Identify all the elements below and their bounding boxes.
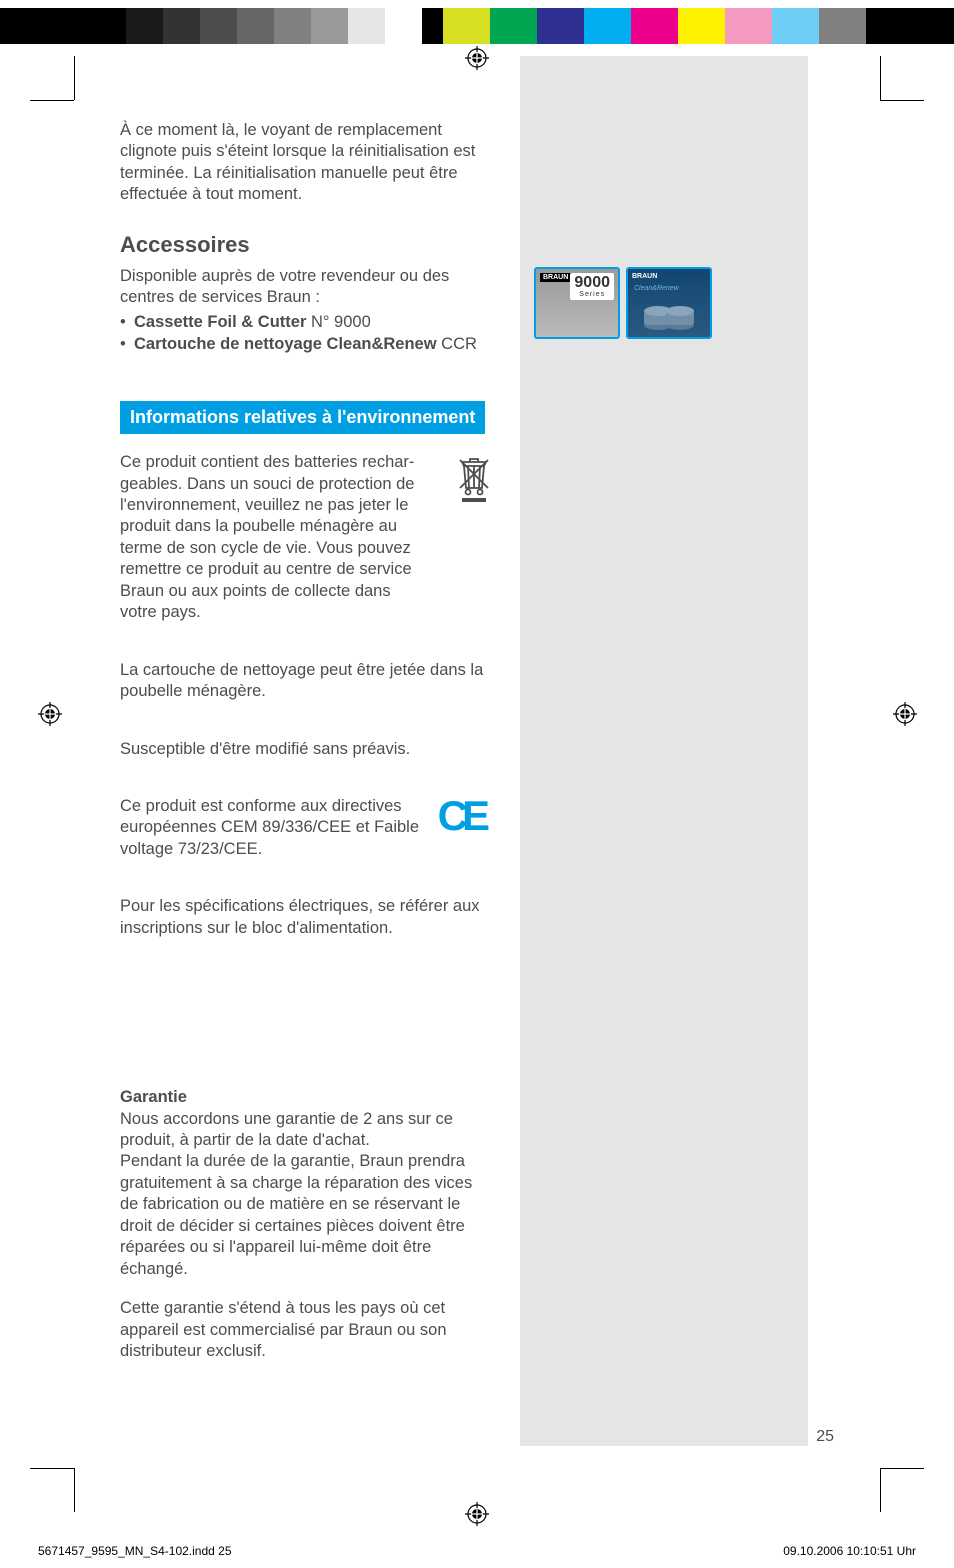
clean-renew-label: Clean&Renew — [634, 285, 679, 292]
footer-filename: 5671457_9595_MN_S4-102.indd 25 — [38, 1544, 232, 1558]
crop-mark — [30, 1468, 74, 1469]
accessory-item: Cassette Foil & Cutter N° 9000 — [120, 311, 494, 333]
brand-label: BRAUN — [540, 273, 571, 282]
page-content: BRAUN 9000 Series BRAUN Clean&Renew — [74, 56, 880, 1508]
environment-block: Ce produit contient des batteries rechar… — [120, 452, 494, 624]
garantie-section: Garantie Nous accordons une garantie de … — [120, 1087, 494, 1280]
product-box-foil-cutter: BRAUN 9000 Series — [534, 267, 620, 339]
ce-mark-icon: CE — [438, 792, 484, 840]
product-label: 9000 Series — [570, 273, 614, 300]
ce-block: Ce produit est conforme aux directives e… — [120, 796, 494, 860]
main-content: À ce moment là, le voyant de remplacemen… — [120, 120, 494, 1380]
accessories-intro: Disponible auprès de votre revendeur ou … — [120, 266, 494, 309]
crop-mark — [30, 100, 74, 101]
garantie-heading: Garantie — [120, 1088, 187, 1106]
garantie-p2: Pendant la durée de la garantie, Braun p… — [120, 1152, 472, 1277]
ce-compliance-text: Ce produit est conforme aux directives e… — [120, 796, 430, 860]
page-number: 25 — [816, 1428, 834, 1446]
accessories-list: Cassette Foil & Cutter N° 9000 Cartouche… — [120, 311, 494, 356]
product-number: 9000 — [574, 275, 610, 291]
cartridge-disposal-text: La cartouche de nettoyage peut être jeté… — [120, 660, 494, 703]
crop-mark — [880, 1468, 881, 1512]
print-color-bar — [0, 8, 954, 44]
crop-mark — [880, 1468, 924, 1469]
brand-label: BRAUN — [632, 273, 657, 280]
crop-mark — [880, 56, 881, 100]
garantie-p3: Cette garantie s'étend à tous les pays o… — [120, 1298, 494, 1362]
environment-text: Ce produit contient des batteries rechar… — [120, 452, 430, 624]
registration-mark-icon — [38, 702, 62, 726]
cartridge-icon — [642, 301, 696, 331]
right-sidebar: BRAUN 9000 Series BRAUN Clean&Renew — [520, 56, 808, 1446]
spec-text: Pour les spécifications électriques, se … — [120, 896, 494, 939]
intro-paragraph: À ce moment là, le voyant de remplacemen… — [120, 120, 494, 206]
modification-notice: Susceptible d'être modifié sans préavis. — [120, 739, 494, 760]
environment-banner: Informations relatives à l'environnement — [120, 401, 485, 434]
crop-mark — [880, 100, 924, 101]
accessories-heading: Accessoires — [120, 232, 494, 258]
footer-timestamp: 09.10.2006 10:10:51 Uhr — [783, 1544, 916, 1558]
product-images: BRAUN 9000 Series BRAUN Clean&Renew — [534, 267, 712, 339]
accessory-item: Cartouche de nettoyage Clean&Renew CCR — [120, 333, 494, 355]
color-swatches — [443, 8, 866, 44]
registration-mark-icon — [893, 702, 917, 726]
product-series: Series — [574, 291, 610, 298]
gray-swatches — [126, 8, 422, 44]
garantie-p1: Nous accordons une garantie de 2 ans sur… — [120, 1110, 453, 1149]
weee-bin-icon — [454, 454, 494, 504]
product-box-clean-renew: BRAUN Clean&Renew — [626, 267, 712, 339]
